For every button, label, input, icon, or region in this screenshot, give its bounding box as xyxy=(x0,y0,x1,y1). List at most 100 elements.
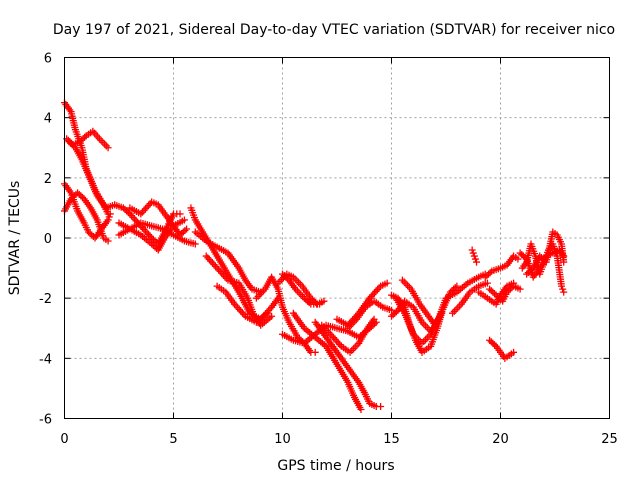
data-marker xyxy=(519,252,527,260)
series-track-29 xyxy=(468,246,481,266)
data-marker xyxy=(305,299,313,307)
data-marker xyxy=(483,272,491,280)
series-track-11 xyxy=(191,228,265,296)
data-marker xyxy=(77,136,85,144)
data-marker xyxy=(373,286,381,294)
data-point xyxy=(523,270,531,278)
data-marker xyxy=(79,135,87,143)
data-marker xyxy=(138,208,146,216)
data-marker xyxy=(389,311,397,319)
data-marker xyxy=(333,337,341,345)
data-marker xyxy=(282,273,290,281)
data-point xyxy=(106,210,114,218)
data-marker xyxy=(487,338,495,346)
data-point xyxy=(516,285,524,293)
data-point xyxy=(74,189,82,197)
x-tick-label: 15 xyxy=(383,432,400,447)
data-marker xyxy=(181,226,189,234)
data-point xyxy=(388,312,395,320)
data-point xyxy=(65,138,73,146)
data-marker xyxy=(539,255,547,263)
data-point xyxy=(486,285,494,293)
data-marker xyxy=(505,287,513,295)
series-track-8 xyxy=(126,198,191,239)
data-marker xyxy=(491,341,499,349)
data-point xyxy=(213,264,221,272)
data-marker xyxy=(215,266,223,274)
data-marks xyxy=(61,99,568,413)
data-marker xyxy=(143,203,151,211)
data-marker xyxy=(121,205,129,213)
series-track-30 xyxy=(481,252,522,281)
series-track-20 xyxy=(318,315,378,356)
data-marker xyxy=(210,261,218,269)
data-marker xyxy=(489,288,497,296)
data-point xyxy=(119,204,127,212)
data-marker xyxy=(68,141,76,149)
data-marker xyxy=(489,339,497,347)
data-point xyxy=(148,234,156,242)
data-point xyxy=(183,225,191,233)
data-point xyxy=(370,315,378,323)
data-point xyxy=(468,246,476,254)
data-point xyxy=(268,312,276,320)
series-track-35 xyxy=(518,240,568,296)
data-point xyxy=(180,216,188,224)
data-marker xyxy=(151,237,159,245)
data-point xyxy=(473,258,481,266)
data-point xyxy=(357,405,365,413)
y-tick-label: 6 xyxy=(44,52,52,67)
data-point xyxy=(300,294,308,302)
data-marker xyxy=(330,334,338,342)
data-marker xyxy=(334,339,342,347)
data-point xyxy=(84,228,92,236)
data-marker xyxy=(124,208,132,216)
data-point xyxy=(104,237,112,245)
data-point xyxy=(104,216,112,224)
series-track-9 xyxy=(115,219,199,248)
series-track-12 xyxy=(202,252,276,329)
data-point xyxy=(483,279,491,287)
series-track-32 xyxy=(486,282,524,305)
data-marker xyxy=(280,272,288,280)
series-track-5 xyxy=(61,189,112,245)
data-marker xyxy=(559,285,567,293)
data-point xyxy=(377,402,385,410)
data-point xyxy=(383,279,391,287)
y-tick-label: 0 xyxy=(44,232,52,247)
x-axis-label: GPS time / hours xyxy=(277,458,394,474)
series-track-17 xyxy=(289,309,365,413)
data-marker xyxy=(369,291,377,299)
series-track-21 xyxy=(333,279,391,329)
data-point xyxy=(388,306,395,314)
data-marker xyxy=(370,289,378,297)
data-marker xyxy=(328,332,336,340)
data-marker xyxy=(526,267,534,275)
data-point xyxy=(320,297,328,305)
series-track-22 xyxy=(344,297,395,332)
data-point xyxy=(202,252,210,260)
data-point xyxy=(510,348,518,356)
data-marker xyxy=(204,254,212,262)
data-marker xyxy=(304,297,312,305)
x-tick-label: 25 xyxy=(601,432,618,447)
data-marker xyxy=(105,213,113,221)
series-track-28 xyxy=(449,279,491,317)
data-marker xyxy=(331,335,339,343)
data-marker xyxy=(131,215,139,223)
series-track-36 xyxy=(523,228,568,278)
data-marker xyxy=(495,294,503,302)
data-marker xyxy=(208,259,216,267)
data-marker xyxy=(235,305,243,313)
data-marker xyxy=(70,192,78,200)
y-tick-label: -6 xyxy=(39,413,52,428)
data-point xyxy=(503,288,511,296)
data-marker xyxy=(486,269,494,277)
data-marker xyxy=(66,139,74,147)
data-marker xyxy=(179,228,187,236)
data-marker xyxy=(178,229,186,237)
data-marker xyxy=(372,287,380,295)
data-marker xyxy=(75,190,83,198)
data-point xyxy=(558,282,566,290)
